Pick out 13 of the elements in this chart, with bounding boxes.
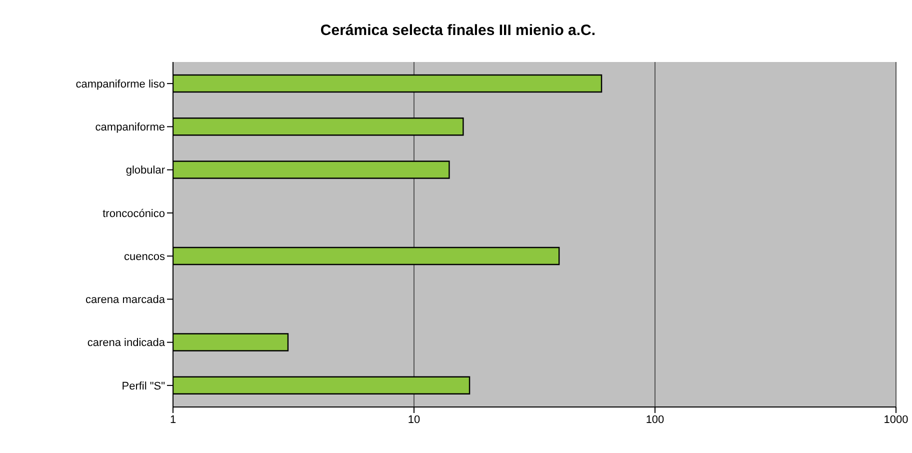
y-tick-label: campaniforme liso [76,78,165,90]
chart-title: Cerámica selecta finales III mienio a.C. [319,22,597,41]
y-tick-label: cuencos [124,250,166,263]
y-tick-label: troncocónico [102,208,165,220]
x-tick-label: 10 [408,414,420,426]
x-tick-label: 100 [646,414,664,426]
x-tick-label: 1000 [884,414,908,426]
y-tick-label: Perfil "S" [122,380,166,392]
y-tick-label: campaniforme [95,122,165,134]
y-tick-label: carena indicada [87,337,166,350]
y-tick-label: globular [126,164,166,177]
y-tick-label: carena marcada [86,294,166,306]
x-tick-label: 1 [170,414,176,426]
